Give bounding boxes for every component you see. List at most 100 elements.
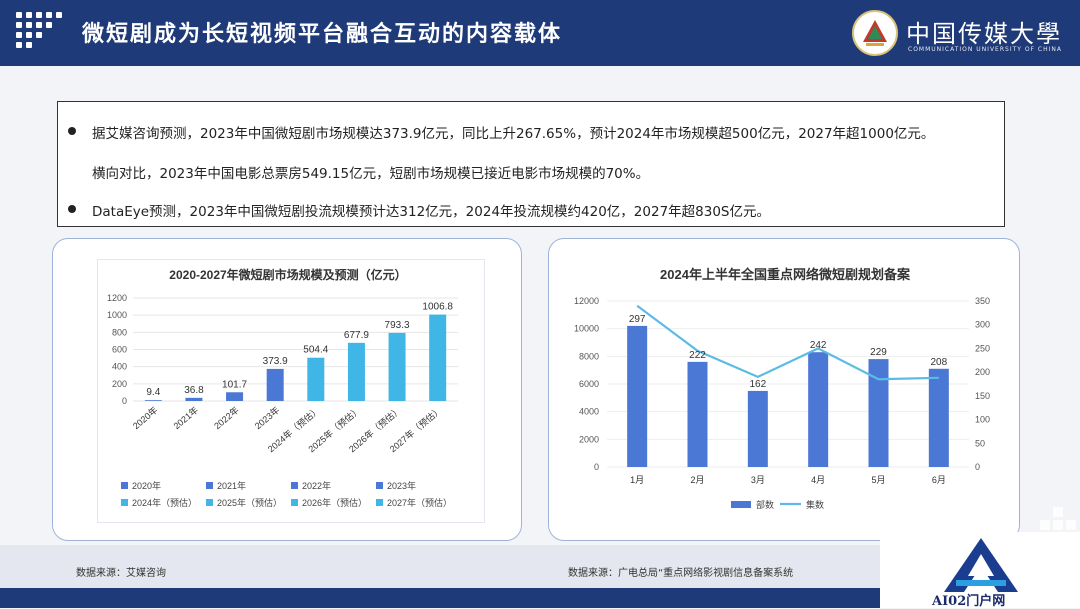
bar [185,397,203,401]
legend-label: 2020年 [132,480,161,491]
y-right-tick-label: 150 [975,391,990,401]
bar [747,390,768,467]
legend-swatch [206,499,213,506]
bar [226,392,244,401]
summary-line: 横向对比，2023年中国电影总票房549.15亿元，短剧市场规模已接近电影市场规… [92,166,650,182]
bar-value-label: 793.3 [385,320,410,331]
y-right-tick-label: 250 [975,343,990,353]
bar-value-label: 373.9 [263,356,288,367]
y-right-tick-label: 0 [975,462,980,472]
header-bar: 微短剧成为长短视频平台融合互动的内容载体 中国传媒大學 COMMUNICATIO… [0,0,1080,66]
watermark-box [880,532,1080,608]
y-left-tick-label: 4000 [579,407,599,417]
legend-swatch [291,499,298,506]
source-right: 数据来源：广电总局“重点网络影视剧信息备案系统 [568,568,794,579]
point-label: 242 [810,340,827,351]
bar [928,368,949,467]
x-tick-label: 4月 [811,475,825,485]
summary-line: 据艾媒咨询预测，2023年中国微短剧市场规模达373.9亿元，同比上升267.6… [92,126,935,142]
series-line [636,304,939,381]
x-tick-label: 2021年 [171,404,200,431]
point-label: 229 [870,347,887,358]
point-label: 208 [930,357,947,368]
footer-bar [0,588,1080,608]
bar-value-label: 36.8 [184,385,204,396]
bar-value-label: 101.7 [222,379,247,390]
legend-swatch [121,482,128,489]
x-tick-label: 5月 [871,475,885,485]
legend-swatch [376,499,383,506]
y-tick-label: 0 [122,396,127,406]
bar [687,361,708,467]
watermark-text: AI02门户网 [932,594,1006,609]
legend-swatch [291,482,298,489]
bullet-icon [68,205,76,213]
legend-label: 2024年（预估） [132,497,197,508]
source-left: 数据来源：艾媒咨询 [76,568,166,579]
y-tick-label: 800 [112,327,127,337]
bar [307,357,325,401]
bar [388,332,406,401]
y-tick-label: 600 [112,345,127,355]
legend-swatch [731,501,751,508]
y-left-tick-label: 8000 [579,351,599,361]
y-tick-label: 1200 [107,293,127,303]
y-left-tick-label: 6000 [579,379,599,389]
legend-label: 2026年（预估） [302,497,367,508]
bar [429,314,447,401]
point-label: 297 [629,314,646,325]
point-label: 162 [749,379,766,390]
legend-label: 2021年 [217,480,246,491]
decor-squares-icon [1040,506,1076,532]
legend-swatch [206,482,213,489]
bar-value-label: 9.4 [146,387,160,398]
y-left-tick-label: 10000 [574,324,599,334]
bar [627,325,648,467]
x-tick-label: 6月 [932,475,946,485]
bar-value-label: 1006.8 [422,302,453,313]
bar [144,400,162,401]
legend-label: 2023年 [387,480,416,491]
filing-chart: 2024年上半年全国重点网络微短剧规划备案0200040006000800010… [574,267,990,510]
y-right-tick-label: 100 [975,415,990,425]
grid-logo-icon [16,12,66,52]
bar [347,342,365,401]
y-tick-label: 400 [112,362,127,372]
legend-label: 2022年 [302,480,331,491]
page-title: 微短剧成为长短视频平台融合互动的内容载体 [82,22,563,47]
summary-box: 据艾媒咨询预测，2023年中国微短剧市场规模达373.9亿元，同比上升267.6… [57,101,1005,227]
bar [868,359,889,467]
x-tick-label: 2023年 [252,404,281,431]
legend-label: 集数 [806,499,824,510]
university-seal-icon [852,10,898,56]
legend-label: 2025年（预估） [217,497,282,508]
x-tick-label: 3月 [751,475,765,485]
x-tick-label: 2022年 [212,404,241,431]
y-tick-label: 200 [112,379,127,389]
y-right-tick-label: 200 [975,367,990,377]
bar [266,368,284,401]
watermark-logo-icon [944,538,1018,592]
bar-value-label: 504.4 [303,345,328,356]
y-left-tick-label: 0 [594,462,599,472]
x-tick-label: 2020年 [130,404,159,431]
y-tick-label: 1000 [107,310,127,320]
y-right-tick-label: 300 [975,320,990,330]
y-left-tick-label: 12000 [574,296,599,306]
bar [808,352,829,467]
y-right-tick-label: 50 [975,438,985,448]
legend-label: 部数 [756,499,774,510]
bar-value-label: 677.9 [344,330,369,341]
bullet-icon [68,127,76,135]
market-size-chart-panel [97,259,485,523]
market-size-chart-card: 2020-2027年微短剧市场规模及预测（亿元） 0 200 400 600 800 100… [52,238,522,541]
filing-chart-card: 2024年上半年全国重点网络微短剧规划备案 0 2000 4000 6000 8000 10… [548,238,1020,541]
legend-swatch [376,482,383,489]
y-left-tick-label: 2000 [579,434,599,444]
chart-title: 2024年上半年全国重点网络微短剧规划备案 [660,267,911,282]
x-tick-label: 2月 [690,475,704,485]
x-tick-label: 1月 [630,475,644,485]
chart-title: 2020-2027年微短剧市场规模及预测（亿元） [169,267,406,282]
y-right-tick-label: 350 [975,296,990,306]
legend-swatch [121,499,128,506]
